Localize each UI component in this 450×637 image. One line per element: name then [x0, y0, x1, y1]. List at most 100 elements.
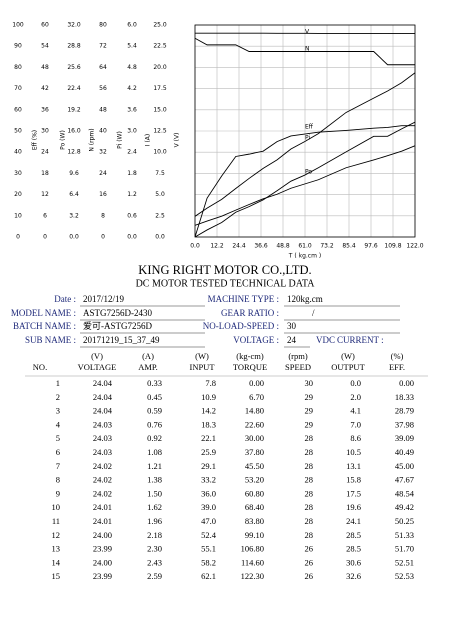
axis-tick-label: 60	[14, 106, 22, 113]
table-cell: 60.80	[245, 488, 264, 498]
table-cell: 15	[52, 571, 61, 581]
table-cell: 83.80	[245, 516, 264, 526]
axis-tick-label: 22.4	[67, 85, 81, 92]
table-cell: 45.50	[245, 461, 264, 471]
table-cell: 53.20	[245, 475, 264, 485]
table-cell: 2.30	[147, 544, 162, 554]
company-title: KING RIGHT MOTOR CO.,LTD.	[138, 263, 311, 277]
table-cell: 52.51	[395, 557, 414, 567]
table-cell: 24.04	[93, 392, 113, 402]
table-cell: 2.0	[350, 392, 361, 402]
info-label: MODEL NAME :	[11, 308, 76, 318]
info-value: /	[312, 308, 315, 318]
table-cell: 36.0	[201, 488, 216, 498]
info-label: MACHINE TYPE :	[208, 294, 279, 304]
table-cell: 24.00	[93, 530, 112, 540]
table-cell: 28.5	[346, 544, 361, 554]
axis-tick-label: 10.0	[153, 149, 167, 156]
table-cell: 30.00	[245, 433, 264, 443]
axis-tick-label: 24	[99, 170, 107, 177]
x-tick-label: 24.4	[232, 243, 246, 250]
table-cell: 19.6	[346, 502, 361, 512]
table-cell: 7.8	[205, 378, 216, 388]
table-cell: 24.01	[93, 516, 112, 526]
curve-label: Pi	[305, 135, 310, 142]
table-cell: 2.18	[147, 530, 162, 540]
table-cell: 24.02	[93, 461, 112, 471]
table-cell: 0.76	[147, 419, 162, 429]
table-cell: 37.80	[245, 447, 264, 457]
table-cell: 26	[305, 544, 314, 554]
column-header: NO.	[33, 362, 47, 372]
info-value: 120kg.cm	[287, 294, 323, 304]
table-cell: 28	[305, 502, 314, 512]
table-cell: 39.09	[395, 433, 414, 443]
table-cell: 24.04	[93, 378, 113, 388]
table-cell: 30	[305, 378, 314, 388]
axis-tick-label: 90	[14, 43, 22, 50]
table-cell: 1.21	[147, 461, 162, 471]
axis-tick-label: 2.5	[155, 212, 165, 219]
table-cell: 30.6	[346, 557, 361, 567]
table-cell: 22.60	[245, 419, 264, 429]
info-label: GEAR RATIO :	[221, 308, 279, 318]
table-cell: 2	[56, 392, 60, 402]
unit-header: (V)	[91, 351, 103, 361]
table-cell: 14	[52, 557, 61, 567]
info-label: BATCH NAME :	[13, 321, 76, 331]
axis-tick-label: 8	[101, 212, 105, 219]
axis-title: V (V)	[174, 133, 181, 148]
axis-tick-label: 80	[99, 22, 107, 29]
axis-tick-label: 25.6	[67, 64, 81, 71]
axis-tick-label: 20	[14, 191, 22, 198]
table-cell: 50.25	[395, 516, 414, 526]
table-cell: 24.03	[93, 419, 112, 429]
table-cell: 13.1	[346, 461, 361, 471]
table-cell: 24.02	[93, 488, 112, 498]
table-cell: 14.2	[201, 406, 216, 416]
x-axis-title: T ( kg.cm )	[288, 253, 321, 260]
table-cell: 24.00	[93, 557, 112, 567]
table-cell: 1.62	[147, 502, 162, 512]
table-cell: 14.80	[245, 406, 264, 416]
axis-tick-label: 12	[41, 191, 49, 198]
axis-tick-label: 18	[41, 170, 49, 177]
x-tick-label: 48.8	[276, 243, 290, 250]
table-cell: 8	[56, 475, 60, 485]
table-cell: 28	[305, 530, 314, 540]
axis-tick-label: 7.5	[155, 170, 165, 177]
table-cell: 24.02	[93, 475, 112, 485]
table-cell: 2.43	[147, 557, 162, 567]
axis-tick-label: 4.2	[127, 85, 137, 92]
table-cell: 10	[52, 502, 61, 512]
table-cell: 55.1	[201, 544, 216, 554]
axis-tick-label: 48	[99, 106, 107, 113]
info-label: SUB NAME :	[25, 335, 76, 345]
axis-tick-label: 15.0	[153, 106, 167, 113]
x-tick-label: 61.0	[298, 243, 312, 250]
table-cell: 18.3	[201, 419, 216, 429]
table-cell: 0.45	[147, 392, 162, 402]
table-cell: 8.6	[350, 433, 361, 443]
table-cell: 1.96	[147, 516, 162, 526]
table-cell: 18.33	[395, 392, 414, 402]
axis-tick-label: 2.4	[127, 149, 137, 156]
unit-header: (rpm)	[288, 351, 308, 361]
x-tick-label: 36.6	[254, 243, 268, 250]
table-cell: 52.4	[201, 530, 217, 540]
axis-tick-label: 5.0	[155, 191, 165, 198]
table-cell: 24.03	[93, 447, 112, 457]
table-cell: 3	[56, 406, 60, 416]
axis-tick-label: 0.0	[69, 234, 79, 241]
table-cell: 62.1	[201, 571, 216, 581]
table-cell: 1.38	[147, 475, 162, 485]
info-label: Date :	[54, 294, 76, 304]
doc-subtitle: DC MOTOR TESTED TECHNICAL DATA	[136, 278, 316, 289]
curve	[195, 72, 415, 217]
table-cell: 0.33	[147, 378, 162, 388]
table-cell: 1.08	[147, 447, 162, 457]
table-cell: 1.50	[147, 488, 162, 498]
curve-label: V	[305, 29, 310, 36]
table-cell: 22.1	[201, 433, 216, 443]
axis-tick-label: 50	[14, 128, 22, 135]
